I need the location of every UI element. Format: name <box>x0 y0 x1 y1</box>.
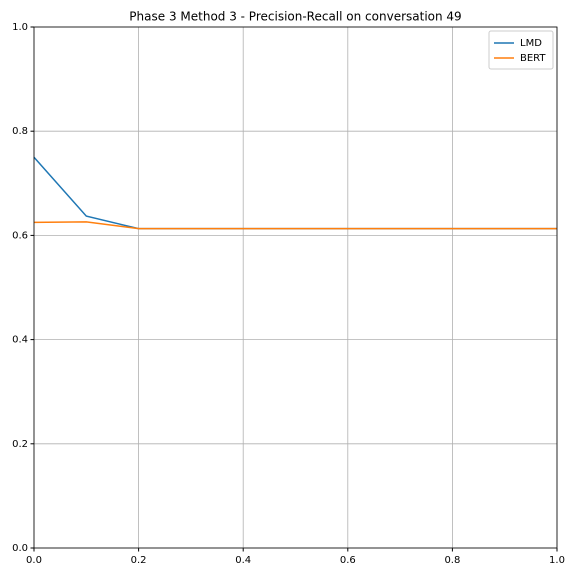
x-tick-label: 0.6 <box>340 555 356 566</box>
x-tick-label: 0.0 <box>26 555 42 566</box>
legend: LMD BERT <box>488 30 554 70</box>
x-tick-label: 0.4 <box>235 555 251 566</box>
y-tick-label: 0.2 <box>12 439 28 450</box>
legend-box <box>488 30 554 70</box>
legend-label: LMD <box>520 38 542 49</box>
plot-frame <box>33 26 558 549</box>
y-tick-label: 0.0 <box>12 543 28 554</box>
x-tick-label: 1.0 <box>549 555 565 566</box>
x-tick-label: 0.8 <box>444 555 460 566</box>
y-tick-label: 1.0 <box>12 22 28 33</box>
chart-title: Phase 3 Method 3 - Precision-Recall on c… <box>129 10 461 24</box>
legend-label: BERT <box>520 53 546 64</box>
y-tick-label: 0.4 <box>12 335 28 346</box>
y-tick-label: 0.6 <box>12 230 28 241</box>
x-tick-label: 0.2 <box>131 555 147 566</box>
series-line <box>33 221 557 230</box>
y-tick-label: 0.8 <box>12 126 28 137</box>
